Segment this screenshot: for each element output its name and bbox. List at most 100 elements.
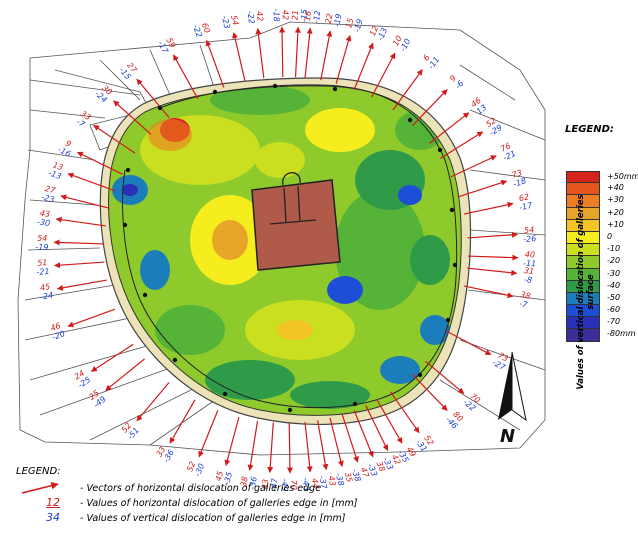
scale-label: -70 [607,317,621,327]
dislocation-vector [450,155,497,178]
scale-label: -60 [607,305,621,315]
survey-point [332,86,338,92]
dislocation-vector [467,231,519,239]
vertical-value: -17 [518,201,534,213]
dislocation-vector [429,112,470,144]
horizontal-value: 21 [291,10,301,21]
scale-label: 0 [607,231,613,241]
horizontal-value: 46 [49,321,62,333]
dislocation-vector [136,382,170,422]
dislocation-vector [392,69,423,111]
dislocation-vector [286,422,293,474]
horizontal-value: 31 [523,266,534,276]
scale-swatch: 0 [566,231,612,245]
scale-label: +20 [607,207,624,217]
scale-swatch: +30 [566,195,624,208]
scale-label: +50mm [607,172,638,181]
horizontal-value: 38 [375,460,387,473]
dislocation-vector [67,308,116,328]
dislocation-vector [463,285,514,299]
horizontal-value: 51 [37,258,48,268]
vertical-value: -30 [37,217,51,228]
legend-text-vertical: - Values of vertical dislocation of gall… [80,513,346,524]
survey-line [122,84,458,409]
dislocation-vector [105,358,145,391]
scale-label: +40 [607,183,624,193]
horizontal-value: 42 [281,10,290,20]
color-scale: +50mm +40 +30 +20 +10 0 -10 -20 -30 -40 -50 -60 -70 -… [566,171,638,342]
survey-point [212,89,218,95]
dislocation-vector [411,89,448,126]
horizontal-value: 33 [155,445,168,458]
dislocation-vector [365,405,389,451]
scale-swatch: -40 [566,280,620,293]
dislocation-vector [458,179,508,198]
horizontal-value: 16 [303,10,313,21]
dislocation-vector [389,391,420,434]
vertical-value: -15 [299,9,309,23]
dislocation-vector [294,26,301,78]
legend-row-vertical: 34 - Values of vertical dislocation of g… [16,511,345,526]
dislocation-vector [376,399,403,444]
red-arrow-icon [21,481,59,494]
scale-swatch: -20 [566,256,620,269]
scale-swatch: -50 [566,292,620,306]
dislocation-vector [279,26,286,78]
scale-swatch: -70 [566,317,620,330]
dislocation-vector [169,399,196,444]
dislocation-vector [370,52,396,98]
scale-label: -20 [607,256,621,266]
central-building [251,172,341,271]
vertical-value: -13 [47,168,62,181]
scale-label: +10 [607,219,624,229]
scale-label: -40 [607,280,621,290]
survey-point [445,317,451,323]
horizontal-value: 60 [200,22,212,35]
horizontal-value: 54 [524,225,535,235]
dislocation-vector [53,239,105,246]
dislocation-vector [205,39,225,88]
vertical-value: -7 [519,299,530,310]
horizontal-value: 59 [164,36,177,49]
dislocation-vector [232,32,246,82]
north-label: N [500,426,515,447]
vertical-value: -8 [524,275,533,285]
dislocation-vector [172,54,199,99]
vertical-value: -47 [270,477,280,492]
survey-point [417,372,423,378]
survey-point [407,117,413,123]
horizontal-value: 42 [390,453,403,466]
vertical-value: -43 [301,477,311,491]
legend-row-vectors: - Vectors of horizontal dislocation of g… [16,481,321,496]
scale-swatch: -30 [566,268,620,281]
horizontal-value: 54 [229,14,240,26]
dislocation-vector [56,279,107,291]
dislocation-contour-map [108,85,462,416]
horizontal-value: 47 [359,466,371,479]
dislocation-vector [425,360,465,394]
vertical-value: -36 [248,476,259,490]
horizontal-value: 43 [261,479,271,490]
dislocation-vector [467,254,519,261]
bottom-legend-title: LEGEND: [16,466,61,477]
vertical-value: -18 [272,9,281,22]
dislocation-vector [136,78,170,118]
dislocation-vector [247,420,259,471]
horizontal-value: 40 [525,250,535,259]
legend-title: LEGEND: [565,124,614,135]
vertical-value: -23 [220,15,232,30]
vertical-value: -24 [39,291,53,302]
scale-swatch: -80mm [566,329,636,342]
dislocation-vector [93,124,136,154]
horizontal-value: 27 [44,184,57,195]
survey-point [125,167,131,173]
dislocation-vector [90,343,134,372]
horizontal-value: 45 [39,282,51,293]
horizontal-value: 9 [64,139,73,149]
vertical-value: -26 [523,234,537,244]
vertical-value: -23 [40,193,55,205]
dislocation-vector [304,27,313,79]
survey-point [452,262,458,268]
vertical-value: -19 [332,13,343,28]
